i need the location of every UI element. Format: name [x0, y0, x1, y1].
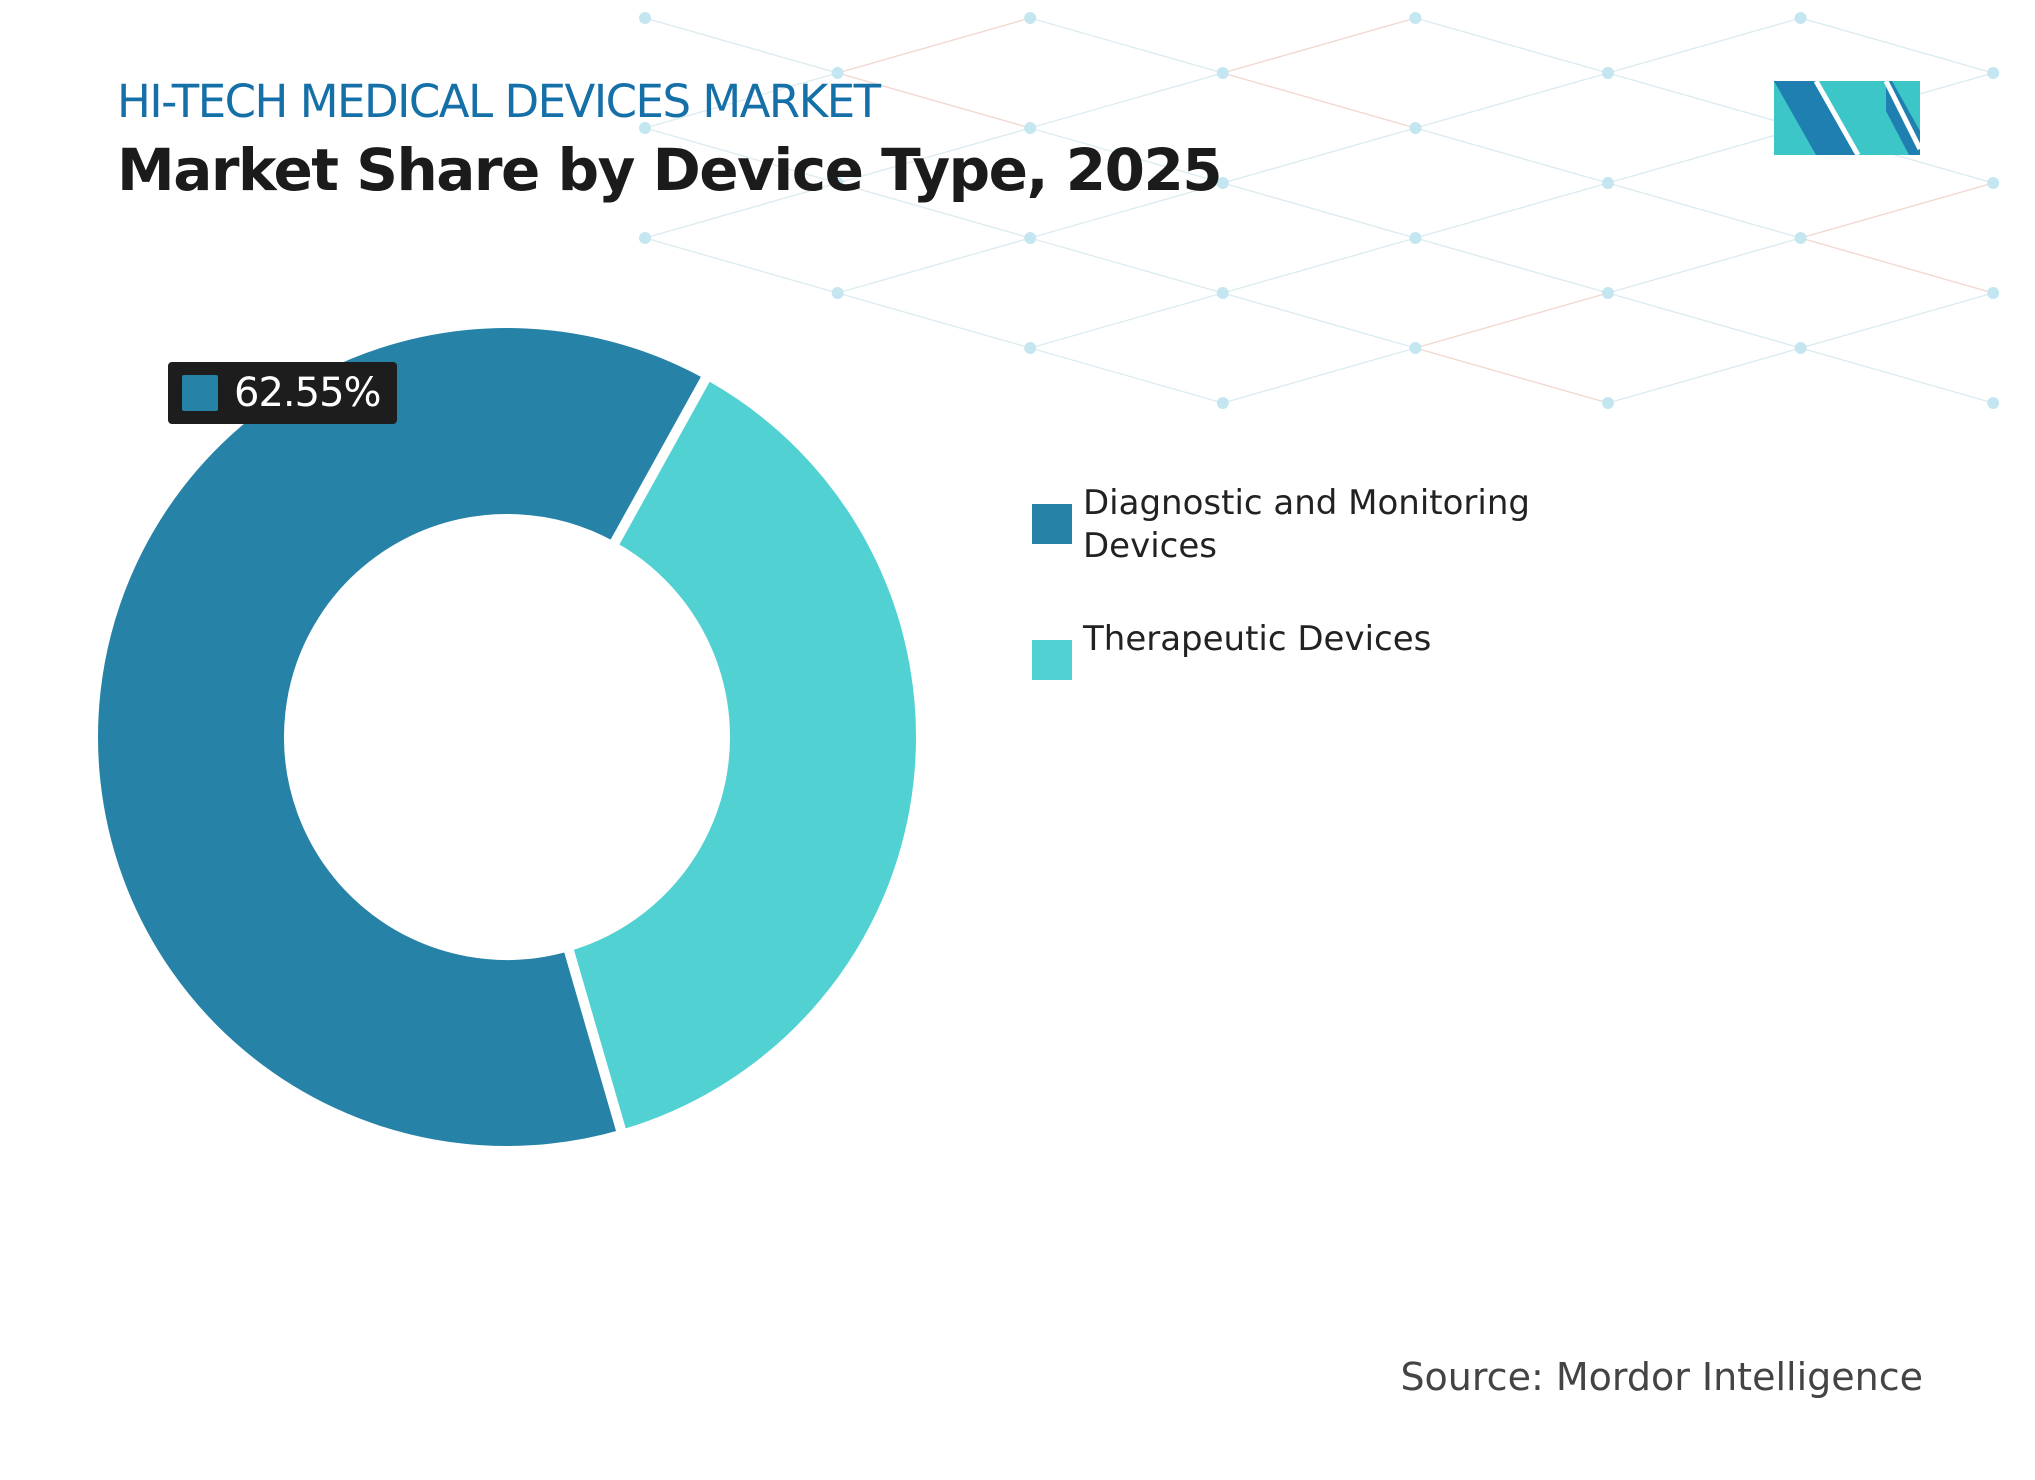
pattern-dot — [1794, 12, 1807, 24]
pattern-line — [1030, 237, 1223, 294]
pattern-dot — [1216, 67, 1229, 79]
pattern-line — [1415, 237, 1609, 294]
pattern-dot — [1216, 177, 1229, 189]
pattern-dot — [831, 67, 844, 79]
legend-item-therapeutic[interactable]: Therapeutic Devices — [1032, 618, 1603, 680]
pattern-dot — [1987, 397, 2000, 409]
pattern-dot — [639, 122, 651, 134]
pattern-line — [1030, 72, 1223, 129]
pattern-dot — [1024, 342, 1037, 354]
pattern-dot — [1987, 287, 2000, 299]
pattern-line — [1030, 347, 1223, 404]
pattern-line — [1607, 127, 1801, 184]
pattern-line — [1030, 182, 1223, 239]
pattern-dot — [1794, 342, 1807, 354]
pattern-line — [1030, 17, 1223, 74]
donut-slice-therapeutic[interactable] — [561, 368, 926, 1141]
pattern-line — [1415, 182, 1609, 239]
pattern-line — [1607, 292, 1801, 349]
pattern-dot — [1024, 122, 1037, 134]
pattern-line — [1415, 127, 1609, 184]
pattern-dot — [1794, 232, 1807, 244]
legend-label: Therapeutic Devices — [1083, 619, 1432, 659]
chart-title: Market Share by Device Type, 2025 — [117, 136, 1223, 204]
pattern-line — [1415, 347, 1609, 404]
data-label-diagnostic: 62.55% — [168, 362, 397, 424]
pattern-dot — [1602, 397, 1614, 409]
pattern-dot — [831, 287, 844, 299]
pattern-dot — [1216, 397, 1229, 409]
pattern-dot — [1409, 342, 1422, 354]
pattern-dot — [639, 232, 651, 244]
source-note: Source: Mordor Intelligence — [1400, 1355, 1923, 1399]
pattern-line — [1415, 72, 1609, 129]
pattern-dot — [1024, 232, 1037, 244]
legend-swatch-diagnostic — [1032, 504, 1072, 544]
data-label-text: 62.55% — [234, 370, 382, 416]
pattern-line — [1222, 182, 1416, 239]
legend-label: Diagnostic and Monitoring Devices — [1083, 483, 1530, 566]
pattern-line — [1222, 292, 1416, 349]
pattern-dot — [831, 177, 844, 189]
pattern-line — [1607, 347, 1801, 404]
pattern-line — [1607, 72, 1801, 129]
pattern-dot — [1602, 177, 1614, 189]
pattern-dot — [1024, 12, 1037, 24]
pattern-line — [644, 182, 838, 239]
pattern-dot — [1987, 67, 2000, 79]
pattern-line — [644, 237, 838, 294]
pattern-dot — [1409, 232, 1422, 244]
pattern-dot — [1409, 122, 1422, 134]
legend-swatch-therapeutic — [1032, 640, 1072, 680]
pattern-line — [644, 17, 838, 74]
pattern-line — [837, 72, 1031, 129]
pattern-line — [1222, 347, 1416, 404]
pattern-line — [1222, 237, 1416, 294]
pattern-line — [1800, 292, 1994, 349]
legend: Diagnostic and Monitoring Devices Therap… — [1032, 482, 1603, 730]
pattern-dot — [1409, 12, 1422, 24]
pattern-line — [1415, 17, 1609, 74]
pattern-line — [837, 127, 1031, 184]
data-label-swatch — [182, 375, 218, 411]
pattern-line — [1800, 347, 1994, 404]
chart-kicker: HI-TECH MEDICAL DEVICES MARKET — [117, 75, 881, 128]
pattern-line — [1800, 17, 1994, 74]
brand-logo — [1774, 81, 1920, 155]
legend-item-diagnostic[interactable]: Diagnostic and Monitoring Devices — [1032, 482, 1603, 568]
pattern-line — [1030, 127, 1223, 184]
pattern-dot — [1216, 287, 1229, 299]
pattern-line — [1415, 292, 1609, 349]
pattern-line — [1800, 237, 1994, 294]
pattern-line — [1222, 72, 1416, 129]
pattern-dot — [1987, 177, 2000, 189]
pattern-line — [837, 17, 1031, 74]
pattern-line — [1607, 17, 1801, 74]
pattern-line — [1607, 237, 1801, 294]
pattern-dot — [639, 12, 651, 24]
pattern-line — [837, 237, 1031, 294]
pattern-line — [1800, 182, 1994, 239]
pattern-line — [837, 182, 1031, 239]
donut-slice-diagnostic[interactable] — [88, 318, 715, 1156]
pattern-line — [644, 127, 838, 184]
pattern-line — [1607, 182, 1801, 239]
pattern-line — [1030, 292, 1223, 349]
pattern-line — [1222, 127, 1416, 184]
pattern-dot — [1602, 287, 1614, 299]
pattern-line — [1222, 17, 1416, 74]
pattern-line — [837, 292, 1031, 349]
pattern-line — [644, 72, 838, 129]
pattern-dot — [1602, 67, 1614, 79]
